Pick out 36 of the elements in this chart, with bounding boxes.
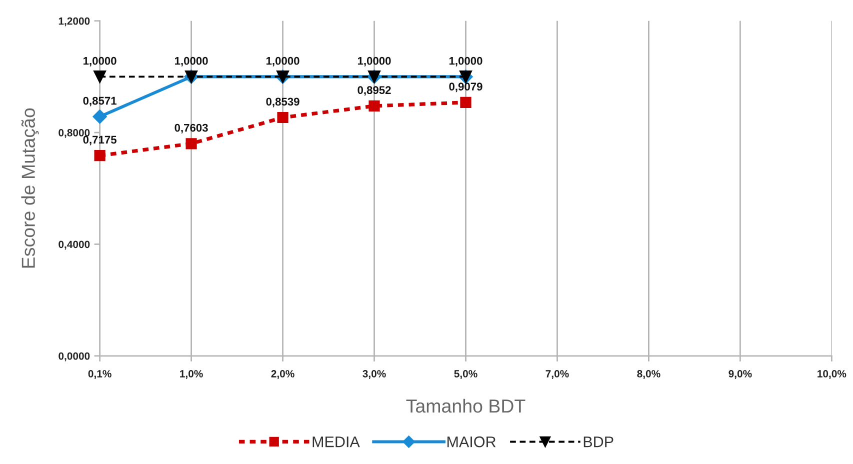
y-axis-title: Escore de Mutação — [21, 108, 39, 268]
data-label: 0,7603 — [174, 124, 208, 134]
point — [94, 70, 106, 83]
data-label: 1,0000 — [449, 56, 482, 66]
y-tick-label: 0,0000 — [58, 352, 90, 362]
y-tick-label: 0,8000 — [58, 129, 90, 138]
point — [368, 100, 380, 112]
y-tick-label: 1,2000 — [58, 17, 90, 26]
x-tick-label: 5,0% — [454, 370, 478, 379]
data-label: 0,9079 — [449, 82, 482, 92]
x-tick-label: 8,0% — [637, 370, 660, 379]
x-tick-label: 3,0% — [362, 370, 386, 379]
data-label: 1,0000 — [266, 56, 300, 66]
data-label: 1,0000 — [84, 56, 116, 66]
data-label: 0,7175 — [83, 136, 116, 146]
x-tick-label: 0,1% — [88, 370, 112, 379]
point — [277, 112, 288, 124]
x-tick-label: 10,0% — [818, 370, 846, 379]
x-axis-title: Tamanho BDT — [406, 398, 526, 413]
legend-label: MEDIA — [312, 436, 360, 448]
point — [186, 138, 197, 150]
x-tick-label: 2,0% — [271, 370, 294, 379]
data-label: 0,8571 — [83, 96, 116, 106]
y-tick-label: 0,4000 — [58, 240, 90, 250]
data-label: 1,0000 — [174, 56, 208, 66]
x-tick-label: 1,0% — [180, 370, 203, 379]
point — [94, 150, 106, 162]
legend-label: BDP — [584, 436, 614, 448]
data-label: 0,8539 — [266, 98, 300, 108]
x-tick-label: 9,0% — [728, 370, 752, 379]
point — [92, 110, 107, 124]
data-label: 1,0000 — [358, 56, 391, 66]
x-tick-label: 7,0% — [546, 370, 569, 379]
data-label: 0,8952 — [358, 86, 391, 96]
legend-label: MAIOR — [447, 436, 496, 448]
point — [460, 96, 472, 108]
